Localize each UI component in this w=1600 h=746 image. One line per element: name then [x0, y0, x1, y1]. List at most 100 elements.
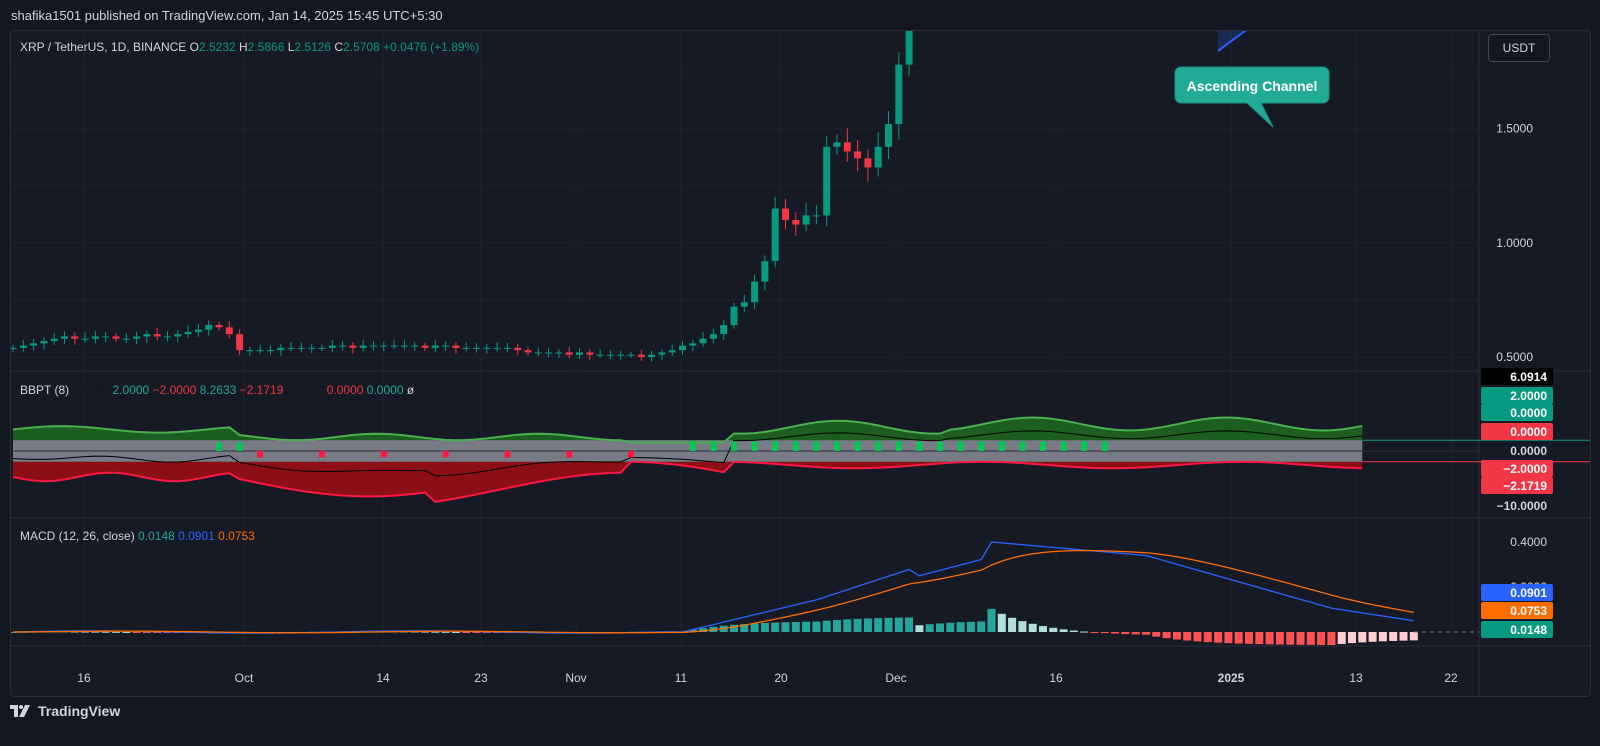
bbpt-axis-label-4: 0.0000	[1510, 444, 1547, 458]
legend-o-value: 2.5232	[199, 40, 236, 54]
candle-body	[421, 345, 429, 348]
candle-body	[709, 334, 717, 339]
macd-histogram-bar	[451, 631, 460, 633]
macd-histogram-bar	[1409, 632, 1418, 641]
bbpt-value-3: 8.2633	[200, 383, 240, 397]
annotation-label: Ascending Channel	[1187, 78, 1318, 94]
macd-signal-badge	[1481, 602, 1553, 619]
candle-body	[452, 345, 460, 348]
candle-body	[143, 334, 151, 337]
macd-histogram-bar	[1296, 632, 1305, 645]
macd-histogram-bar	[894, 617, 903, 632]
candle-body	[524, 350, 532, 353]
bbpt-mid-line	[12, 430, 1363, 477]
chart-svg[interactable]: Ascending Channel XRP / TetherUS, 1D, BIN…	[11, 31, 1590, 696]
macd-histogram-bar	[1183, 632, 1192, 641]
candle-body	[133, 336, 141, 339]
bbpt-value-0: 0.0000	[72, 383, 112, 397]
macd-histogram-bar	[1234, 632, 1243, 644]
macd-histogram-bar	[441, 631, 450, 633]
publisher-bar: shafika1501 published on TradingView.com…	[0, 0, 1600, 30]
publisher-text: shafika1501 published on TradingView.com…	[11, 8, 443, 23]
macd-histogram-bar	[791, 621, 800, 632]
bbpt-bar	[628, 451, 634, 458]
macd-histogram-bar	[812, 621, 821, 632]
macd-histogram-bar	[1358, 632, 1367, 643]
candle-body	[40, 341, 48, 344]
candle-body	[730, 306, 738, 326]
bbpt-bar	[957, 441, 964, 451]
macd-histogram-bar	[1255, 632, 1264, 645]
legend-change: +0.0476 (+1.89%)	[380, 40, 479, 54]
footer-brand[interactable]: TradingView	[10, 703, 120, 719]
candle-body	[215, 325, 223, 328]
candle-body	[349, 345, 357, 348]
macd-histogram-bar	[1018, 621, 1027, 632]
macd-histogram-bar	[1142, 632, 1150, 635]
macd-histogram-bar	[1121, 632, 1130, 635]
macd-histogram-bar	[431, 631, 440, 633]
bbpt-bar	[792, 441, 799, 451]
macd-histogram-bar	[1337, 632, 1346, 644]
macd-histogram-bar	[843, 619, 852, 632]
candle-body	[555, 352, 563, 354]
time-label-13: 13	[1349, 671, 1363, 685]
candle-body	[81, 338, 89, 340]
macd-histogram-bar	[853, 618, 862, 632]
macd-histogram-bar	[1389, 632, 1398, 641]
bbpt-value-4: −2.1719	[240, 383, 287, 397]
macd-histogram-bar	[863, 618, 872, 632]
legend-l-label: L	[284, 40, 294, 54]
legend-symbol: XRP / TetherUS, 1D, BINANCE	[20, 40, 186, 54]
bbpt-bar	[380, 451, 387, 458]
macd-histogram-bar	[1327, 632, 1336, 646]
macd-histogram-bar	[750, 623, 759, 632]
bbpt-bar	[257, 451, 264, 458]
candle-body	[390, 345, 398, 347]
candle-body	[689, 343, 697, 346]
price-tick-label: 1.5000	[1496, 122, 1533, 136]
annotation-bubble	[1174, 66, 1330, 128]
candle-body	[246, 350, 254, 352]
candle-body	[236, 334, 244, 351]
macd-histogram-bar	[905, 617, 914, 632]
macd-histogram-bar	[699, 628, 708, 632]
candle-body	[802, 215, 810, 225]
macd-signal-value: 0.0753	[218, 529, 255, 543]
time-label-Oct: Oct	[235, 671, 254, 685]
tradingview-logo-icon	[10, 705, 30, 717]
bbpt-bar	[319, 451, 325, 458]
macd-histogram-bar	[1317, 632, 1326, 645]
candle-body	[792, 219, 800, 225]
bbpt-bar	[998, 441, 1005, 451]
candle-body	[545, 352, 553, 354]
candle-body	[30, 343, 38, 346]
candle-body	[50, 338, 58, 342]
bbpt-axis-label-3: 0.0000	[1510, 425, 1547, 439]
candle-body	[823, 146, 831, 216]
macd-histogram-bar	[1193, 632, 1202, 642]
bbpt-value-8: ø	[407, 383, 415, 397]
macd-histogram-bar	[874, 618, 883, 632]
candle-body	[874, 146, 882, 168]
candle-body	[895, 64, 903, 125]
macd-histogram-bar	[833, 619, 841, 632]
macd-histogram-bar	[1111, 632, 1120, 634]
macd-histogram-bar	[946, 622, 955, 632]
macd-histogram-bar	[1008, 617, 1017, 632]
currency-button[interactable]: USDT	[1488, 34, 1550, 62]
candle-body	[256, 350, 264, 352]
macd-histogram-bar	[472, 632, 481, 633]
time-label-16: 16	[1049, 671, 1063, 685]
chart-frame[interactable]: Ascending Channel XRP / TetherUS, 1D, BIN…	[10, 30, 1591, 697]
macd-histogram-bar	[977, 621, 986, 632]
bbpt-axis-label-6: −2.1719	[1503, 479, 1547, 493]
macd-histogram-bar	[688, 629, 697, 632]
macd-value-badge	[1481, 584, 1553, 601]
candle-body	[411, 345, 419, 347]
candle-body	[514, 347, 522, 351]
bbpt-bar	[566, 451, 573, 458]
macd-histogram-bar	[925, 624, 934, 632]
macd-hist-badge	[1481, 621, 1553, 638]
bbpt-bar	[689, 441, 696, 451]
